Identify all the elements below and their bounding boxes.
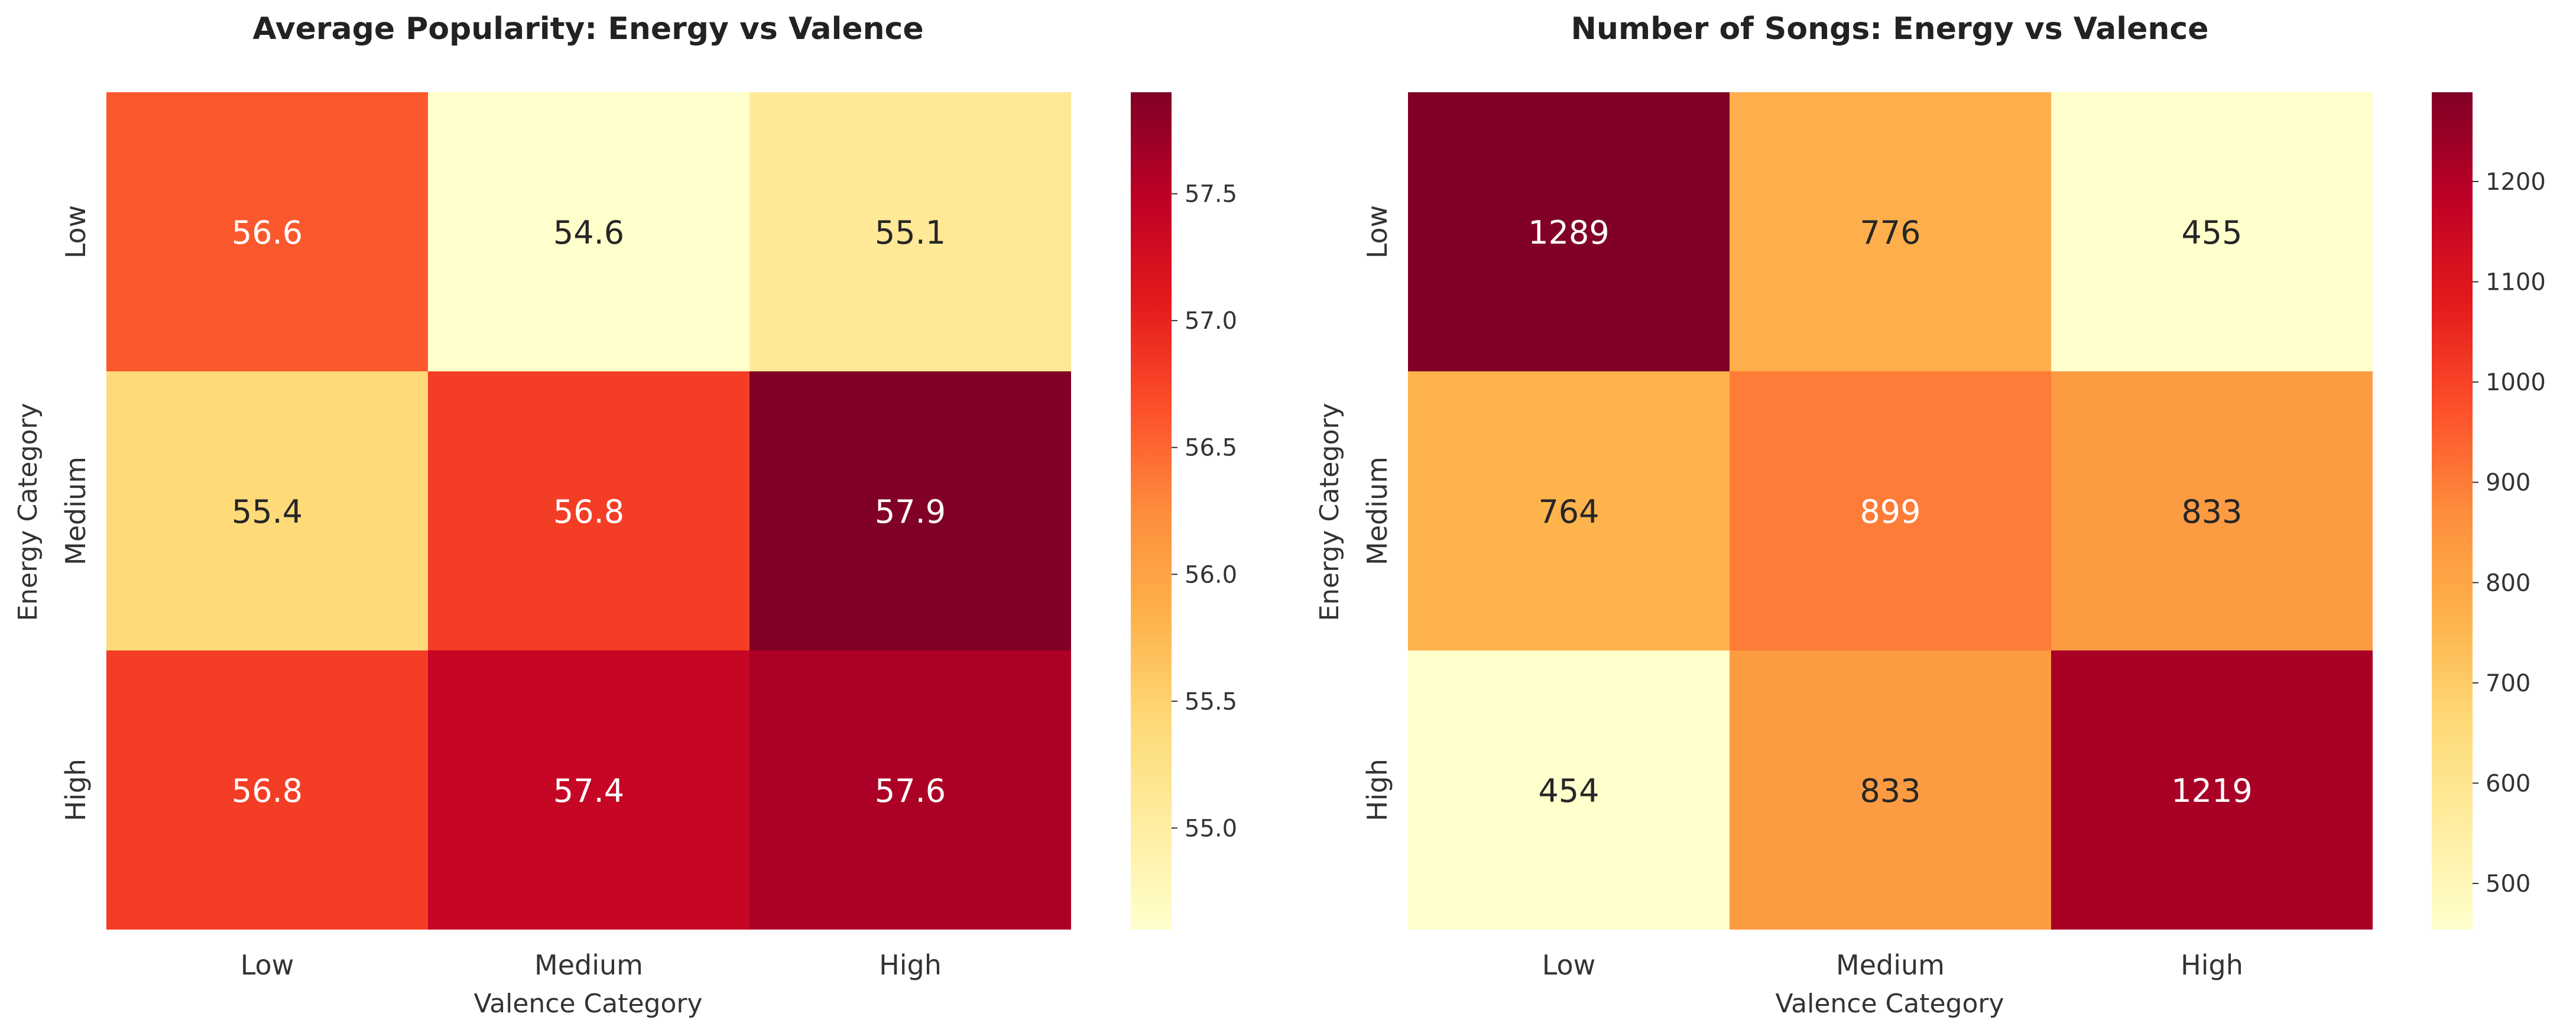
x-tick-label: Low: [241, 949, 294, 981]
colorbar: 55.0 55.5 56.0 56.5 57.0 57.5: [1131, 92, 1237, 930]
y-tick-label: Medium: [1361, 457, 1393, 565]
cell-value-label: 56.8: [553, 493, 624, 530]
colorbar-tick-label: 1100: [2486, 269, 2546, 296]
heatmap-cell: [106, 92, 428, 371]
heatmap-cell: [750, 650, 1071, 930]
cell-value-label: 776: [1860, 214, 1920, 251]
colorbar-tick-label: 57.0: [1185, 307, 1237, 335]
cell-value-label: 1289: [1528, 214, 1609, 251]
cell-value-label: 57.9: [875, 493, 946, 530]
x-axis-label: Valence Category: [473, 989, 702, 1019]
colorbar: 500 600 700 800 900 1000 1100 1200: [2432, 92, 2546, 930]
y-tick-labels: Low Medium High: [1361, 205, 1393, 821]
heatmap-cells: 1289 776 455 764 899 833 454 833 1219: [1408, 92, 2373, 930]
heatmap-cell: [1730, 371, 2051, 650]
x-axis-label: Valence Category: [1775, 989, 2004, 1019]
cell-value-label: 55.4: [232, 493, 303, 530]
cell-value-label: 455: [2181, 214, 2242, 251]
x-tick-labels: Low Medium High: [1542, 949, 2243, 981]
heatmap-cell: [750, 371, 1071, 650]
chart-title: Average Popularity: Energy vs Valence: [252, 11, 923, 47]
colorbar-tick-label: 55.5: [1185, 688, 1237, 716]
x-tick-label: Low: [1542, 949, 1596, 981]
y-tick-labels: Low Medium High: [60, 205, 92, 821]
cell-value-label: 54.6: [553, 214, 624, 251]
colorbar-tick-label: 57.5: [1185, 181, 1237, 208]
heatmap-cell: [1408, 650, 1730, 930]
cell-value-label: 899: [1860, 493, 1920, 530]
heatmap-cell: [106, 650, 428, 930]
colorbar-gradient: [1131, 92, 1172, 930]
cell-value-label: 454: [1538, 772, 1599, 810]
cell-value-label: 833: [2181, 493, 2242, 530]
heatmap-cell: [428, 92, 750, 371]
y-tick-label: Low: [1361, 205, 1393, 259]
cell-value-label: 57.4: [553, 772, 624, 810]
colorbar-tick-label: 900: [2486, 470, 2530, 497]
x-tick-label: Medium: [534, 949, 643, 981]
heatmap-cell: [1730, 650, 2051, 930]
colorbar-gradient: [2432, 92, 2473, 930]
x-tick-labels: Low Medium High: [241, 949, 942, 981]
heatmap-cell: [428, 650, 750, 930]
heatmap-cell: [1730, 92, 2051, 371]
colorbar-tick-label: 56.0: [1185, 561, 1237, 588]
colorbar-tick-label: 800: [2486, 569, 2530, 597]
colorbar-tick-label: 600: [2486, 770, 2530, 797]
y-tick-label: High: [60, 759, 92, 821]
song-count-heatmap-panel: Number of Songs: Energy vs Valence 1289 7…: [1315, 11, 2546, 1019]
popularity-heatmap-panel: Average Popularity: Energy vs Valence 56…: [13, 11, 1237, 1019]
cell-value-label: 56.8: [232, 772, 303, 810]
chart-title: Number of Songs: Energy vs Valence: [1571, 11, 2209, 47]
heatmap-cell: [106, 371, 428, 650]
x-tick-label: High: [2181, 949, 2243, 981]
y-axis-label: Energy Category: [13, 403, 43, 621]
cell-value-label: 57.6: [875, 772, 946, 810]
colorbar-tick-label: 700: [2486, 670, 2530, 697]
heatmap-cell: [428, 371, 750, 650]
heatmap-cell: [2051, 650, 2373, 930]
heatmap-cell: [750, 92, 1071, 371]
colorbar-tick-label: 1200: [2486, 169, 2546, 196]
colorbar-tick-label: 56.5: [1185, 435, 1237, 462]
y-tick-label: Medium: [60, 457, 92, 565]
x-tick-label: Medium: [1836, 949, 1945, 981]
heatmap-cell: [1408, 92, 1730, 371]
heatmap-cell: [1408, 371, 1730, 650]
y-axis-label: Energy Category: [1315, 403, 1345, 621]
colorbar-tick-label: 1000: [2486, 369, 2546, 396]
cell-value-label: 1219: [2171, 772, 2252, 810]
heatmap-cell: [2051, 371, 2373, 650]
y-tick-label: High: [1361, 759, 1393, 821]
colorbar-tick-label: 500: [2486, 870, 2530, 898]
cell-value-label: 833: [1860, 772, 1920, 810]
colorbar-tick-label: 55.0: [1185, 815, 1237, 842]
cell-value-label: 764: [1538, 493, 1599, 530]
heatmap-cell: [2051, 92, 2373, 371]
heatmap-cells: 56.6 54.6 55.1 55.4 56.8 57.9 56.8 57.4 57.6: [106, 92, 1071, 930]
cell-value-label: 55.1: [875, 214, 946, 251]
cell-value-label: 56.6: [232, 214, 303, 251]
x-tick-label: High: [879, 949, 942, 981]
y-tick-label: Low: [60, 205, 92, 259]
